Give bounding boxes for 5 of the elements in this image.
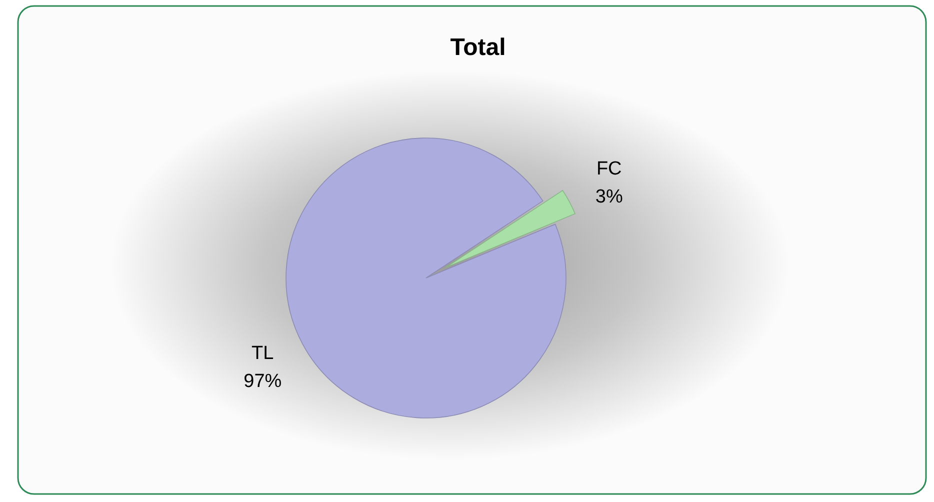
data-label: 3% bbox=[595, 186, 623, 208]
chart-title: Total bbox=[450, 34, 506, 61]
slice-label: FC bbox=[596, 158, 622, 180]
slice-label: TL bbox=[252, 342, 274, 364]
data-label: 97% bbox=[244, 370, 282, 392]
